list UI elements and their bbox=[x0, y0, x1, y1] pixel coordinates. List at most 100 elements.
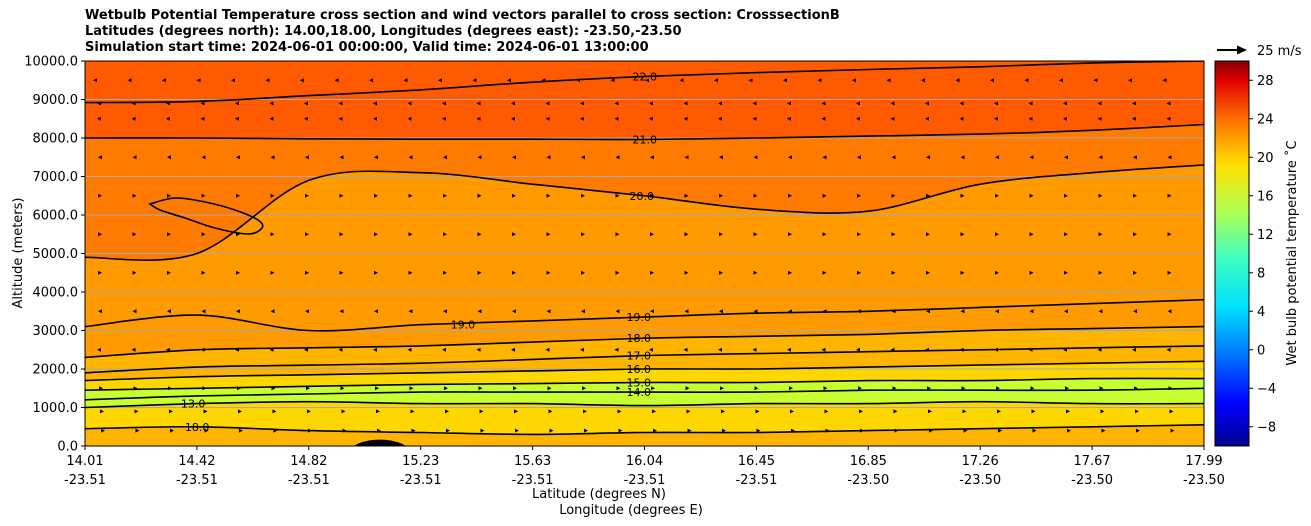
wind-vector-arrow bbox=[408, 193, 413, 198]
wind-vector-arrow bbox=[443, 270, 447, 275]
contour-line bbox=[85, 360, 1204, 382]
wind-vector-arrow bbox=[200, 347, 205, 352]
wind-vector-arrow bbox=[963, 428, 968, 433]
wind-vector-arrow bbox=[857, 155, 861, 160]
colorbar-gradient bbox=[1215, 61, 1249, 446]
wind-vector-arrow bbox=[753, 155, 758, 160]
wind-vector-arrow bbox=[960, 193, 965, 198]
wind-vector-arrow bbox=[548, 409, 553, 414]
wind-vector-arrow bbox=[134, 409, 139, 414]
wind-vector-arrow bbox=[928, 409, 932, 414]
wind-vector-arrow bbox=[687, 428, 692, 433]
wind-vector-arrow bbox=[580, 347, 584, 352]
wind-vector-arrow bbox=[755, 409, 760, 414]
wind-vector-arrow bbox=[650, 193, 654, 198]
wind-vector-arrow bbox=[546, 309, 551, 314]
chart-title-line2: Latitudes (degrees north): 14.00,18.00, … bbox=[85, 24, 682, 39]
wind-vector-arrow bbox=[650, 232, 654, 237]
y-tick-label: 10000.0 bbox=[24, 55, 78, 70]
wind-vector-arrow bbox=[653, 428, 657, 433]
wind-vector-arrow bbox=[513, 386, 517, 391]
wind-vector-arrow bbox=[891, 309, 896, 314]
colorbar-tick-label: 0 bbox=[1257, 343, 1265, 358]
x-tick-label-lat: 15.63 bbox=[514, 454, 551, 469]
contour-line bbox=[85, 345, 1204, 374]
wind-vector-arrow bbox=[480, 428, 485, 433]
wind-vector-arrow bbox=[857, 193, 861, 198]
wind-vector-arrow bbox=[512, 155, 516, 160]
y-tick-label: 9000.0 bbox=[33, 93, 79, 108]
wind-vector-arrow bbox=[822, 309, 827, 314]
wind-vector-arrow bbox=[168, 386, 172, 391]
wind-vector-arrow bbox=[857, 232, 861, 237]
colorbar-tick-label: 24 bbox=[1257, 112, 1274, 127]
wind-vector-arrow bbox=[93, 78, 97, 83]
wind-vector-arrow bbox=[891, 232, 896, 237]
wind-vector-arrow bbox=[270, 193, 275, 198]
wind-vector-arrow bbox=[614, 101, 619, 106]
contour-label: 20.0 bbox=[630, 190, 655, 203]
wind-vector-arrow bbox=[614, 116, 619, 121]
wind-vector-arrow bbox=[167, 155, 171, 160]
contour-line bbox=[85, 164, 1204, 261]
wind-vector-arrow bbox=[166, 101, 170, 106]
wind-vector-arrow bbox=[236, 270, 240, 275]
y-tick-label: 0.0 bbox=[57, 440, 78, 455]
wind-vector-arrow bbox=[1064, 270, 1068, 275]
wind-vector-arrow bbox=[132, 309, 137, 314]
wind-vector-arrow bbox=[167, 309, 171, 314]
quiver-key-arrowhead-icon bbox=[1237, 45, 1247, 55]
wind-vector-arrow bbox=[645, 78, 649, 83]
wind-vector-arrow bbox=[377, 428, 381, 433]
wind-vector-arrow bbox=[308, 428, 312, 433]
wind-vector-arrow bbox=[98, 193, 102, 198]
wind-vector-arrow bbox=[97, 116, 101, 121]
wind-vector-arrow bbox=[236, 309, 240, 314]
contour-label: 15.0 bbox=[627, 376, 652, 389]
wind-vector-arrow bbox=[374, 270, 378, 275]
wind-vector-arrow bbox=[649, 347, 653, 352]
wind-vector-arrow bbox=[926, 270, 930, 275]
wind-vector-arrow bbox=[615, 232, 620, 237]
wind-vector-arrow bbox=[1063, 101, 1067, 106]
wind-vector-arrow bbox=[1132, 101, 1136, 106]
wind-vector-arrow bbox=[132, 155, 137, 160]
wind-vector-arrow bbox=[890, 347, 895, 352]
wind-vector-arrow bbox=[753, 309, 758, 314]
wind-vector-arrow bbox=[512, 232, 516, 237]
wind-vector-arrow bbox=[442, 116, 446, 121]
wind-vector-arrow bbox=[305, 155, 309, 160]
wind-vector-arrow bbox=[783, 78, 787, 83]
wind-vector-arrow bbox=[265, 78, 270, 83]
wind-vector-arrow bbox=[1029, 270, 1034, 275]
wind-vector-arrow bbox=[200, 116, 205, 121]
x-tick-label-lon: -23.51 bbox=[400, 473, 442, 488]
wind-vector-arrow bbox=[478, 386, 483, 391]
wind-vector-arrow bbox=[545, 347, 550, 352]
x-tick-label-lat: 17.26 bbox=[962, 454, 999, 469]
wind-vector-arrow bbox=[300, 78, 304, 83]
wind-vector-arrow bbox=[576, 78, 580, 83]
wind-vector-arrow bbox=[200, 101, 205, 106]
wind-vector-arrow bbox=[1167, 270, 1172, 275]
x-tick-label-lat: 16.04 bbox=[626, 454, 663, 469]
wind-vector-arrow bbox=[886, 78, 891, 83]
wind-vector-arrow bbox=[373, 116, 377, 121]
wind-vector-arrow bbox=[1097, 347, 1102, 352]
wind-vector-arrow bbox=[891, 155, 896, 160]
wind-vector-arrow bbox=[618, 428, 623, 433]
wind-vector-arrow bbox=[753, 270, 758, 275]
wind-vector-arrow bbox=[438, 78, 442, 83]
wind-vector-arrow bbox=[443, 309, 447, 314]
wind-vector-arrow bbox=[684, 155, 689, 160]
wind-vector-arrow bbox=[238, 409, 242, 414]
wind-vector-arrow bbox=[476, 347, 481, 352]
wind-vector-arrow bbox=[477, 309, 482, 314]
wind-vector-arrow bbox=[235, 101, 239, 106]
colorbar-tick-label: 4 bbox=[1257, 305, 1265, 320]
wind-vector-arrow bbox=[787, 347, 791, 352]
wind-vector-arrow bbox=[201, 193, 206, 198]
x-axis-label-lon: Longitude (degrees E) bbox=[559, 503, 703, 518]
wind-vector-arrow bbox=[204, 428, 209, 433]
